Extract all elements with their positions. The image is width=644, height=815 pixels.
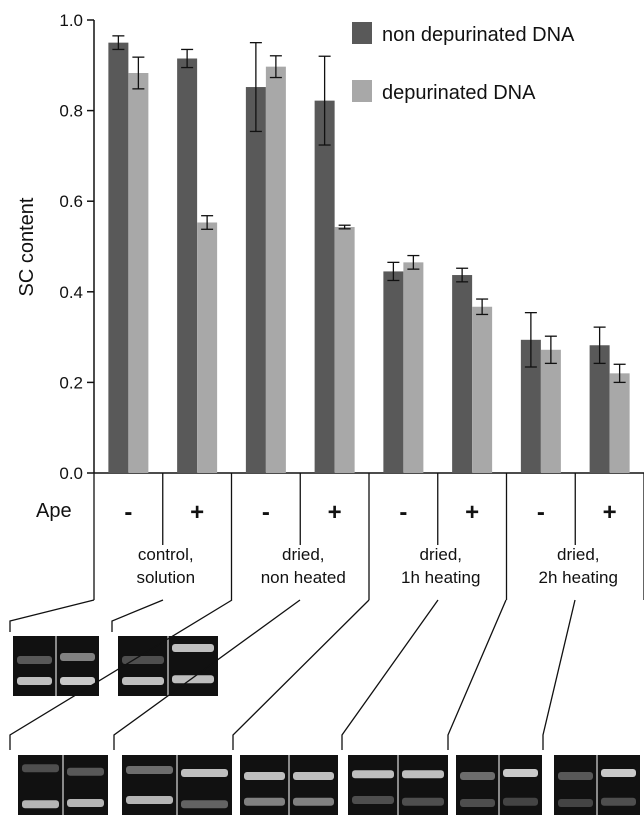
group-label: control, bbox=[138, 545, 194, 564]
bar bbox=[383, 271, 404, 473]
connector-line bbox=[542, 599, 576, 750]
legend-label-depurinated: depurinated DNA bbox=[382, 82, 536, 104]
group-label: 2h heating bbox=[539, 568, 618, 587]
gel-band bbox=[126, 796, 173, 804]
gel-image bbox=[554, 755, 640, 815]
ape-sign: + bbox=[603, 499, 617, 526]
gel-image bbox=[13, 636, 99, 696]
bar bbox=[609, 373, 630, 473]
bar bbox=[520, 339, 541, 473]
gel-band bbox=[352, 796, 394, 804]
gel-band bbox=[503, 769, 538, 777]
ape-sign: - bbox=[124, 499, 132, 526]
bar bbox=[589, 345, 610, 473]
gel-band bbox=[244, 797, 285, 806]
gel-band bbox=[67, 799, 104, 807]
bar bbox=[177, 58, 198, 473]
gel-image bbox=[122, 755, 232, 815]
bar bbox=[197, 222, 218, 473]
group-label: non heated bbox=[261, 568, 346, 587]
ape-sign: - bbox=[399, 499, 407, 526]
gel-band bbox=[122, 677, 164, 685]
gel-band bbox=[17, 677, 52, 685]
bar bbox=[403, 262, 424, 473]
gel-band bbox=[122, 656, 164, 664]
gel-band bbox=[172, 675, 214, 684]
gel-band bbox=[352, 770, 394, 779]
bar bbox=[314, 100, 335, 473]
gel-band bbox=[244, 772, 285, 780]
group-label: dried, bbox=[282, 545, 325, 564]
connector-line bbox=[9, 599, 233, 750]
gel-band bbox=[460, 772, 495, 780]
legend-swatch-depurinated bbox=[352, 80, 372, 102]
gel-band bbox=[293, 797, 334, 806]
ape-sign: - bbox=[262, 499, 270, 526]
connector-line bbox=[113, 599, 301, 750]
gel-band bbox=[67, 767, 104, 776]
chart-legend: non depurinated DNA depurinated DNA bbox=[352, 22, 575, 104]
treatment-table: - + - + - + - + control, solution dried, non heated… bbox=[93, 473, 644, 600]
gel-band bbox=[460, 799, 495, 807]
gel-band bbox=[402, 770, 444, 779]
gel-band bbox=[181, 800, 228, 809]
ape-row-label: Ape bbox=[36, 500, 72, 522]
y-axis-label: SC content bbox=[16, 197, 38, 296]
gel-band bbox=[402, 797, 444, 806]
connector-line bbox=[232, 599, 370, 750]
group-label: dried, bbox=[557, 545, 600, 564]
gel-band bbox=[22, 800, 59, 809]
gel-band bbox=[503, 797, 538, 806]
bar bbox=[452, 275, 473, 473]
legend-swatch-non-depurinated bbox=[352, 22, 372, 44]
gel-band bbox=[22, 764, 59, 773]
bar bbox=[265, 66, 286, 473]
gel-band bbox=[558, 799, 593, 807]
gel-band bbox=[558, 772, 593, 780]
gel-band bbox=[60, 653, 95, 661]
bar bbox=[128, 73, 149, 473]
gel-band bbox=[172, 644, 214, 652]
gel-band bbox=[601, 797, 636, 806]
connector-line bbox=[9, 599, 95, 632]
group-label: dried, bbox=[419, 545, 462, 564]
gel-images bbox=[9, 599, 640, 815]
gel-band bbox=[17, 656, 52, 664]
group-label: 1h heating bbox=[401, 568, 480, 587]
connector-line bbox=[341, 599, 439, 750]
bar bbox=[245, 87, 266, 473]
ape-sign: - bbox=[537, 499, 545, 526]
gel-image bbox=[240, 755, 338, 815]
y-tick-label: 0.0 bbox=[59, 464, 83, 483]
bar bbox=[540, 349, 561, 473]
gel-image bbox=[348, 755, 448, 815]
y-tick-label: 0.6 bbox=[59, 192, 83, 211]
y-tick-label: 0.2 bbox=[59, 373, 83, 392]
legend-label-non-depurinated: non depurinated DNA bbox=[382, 24, 575, 46]
gel-band bbox=[181, 769, 228, 777]
gel-image bbox=[456, 755, 542, 815]
ape-sign: + bbox=[328, 499, 342, 526]
gel-image bbox=[18, 755, 108, 815]
ape-sign: + bbox=[465, 499, 479, 526]
gel-band bbox=[293, 772, 334, 780]
connector-line bbox=[447, 599, 507, 750]
bar bbox=[334, 227, 355, 473]
y-tick-label: 0.4 bbox=[59, 283, 83, 302]
ape-sign: + bbox=[190, 499, 204, 526]
chart-bars bbox=[108, 35, 630, 474]
gel-band bbox=[126, 766, 173, 774]
y-tick-label: 0.8 bbox=[59, 102, 83, 121]
group-label: solution bbox=[136, 568, 195, 587]
gel-band bbox=[601, 769, 636, 777]
connector-line bbox=[111, 599, 164, 632]
gel-image bbox=[118, 636, 218, 696]
bar bbox=[472, 306, 493, 473]
y-tick-label: 1.0 bbox=[59, 11, 83, 30]
gel-band bbox=[60, 677, 95, 685]
bar bbox=[108, 42, 129, 474]
